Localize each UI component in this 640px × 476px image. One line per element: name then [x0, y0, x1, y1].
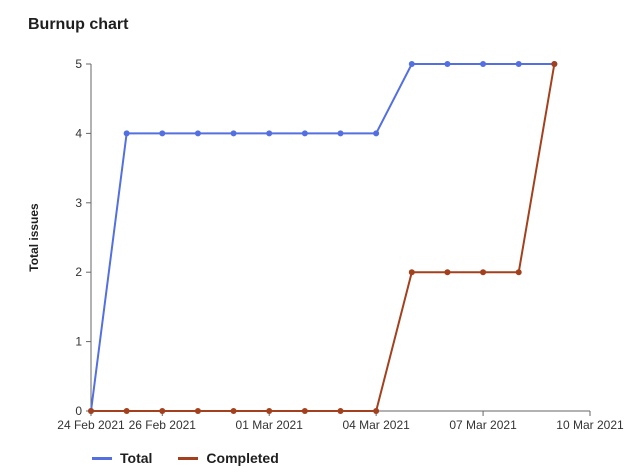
data-point-completed: [444, 269, 451, 276]
data-point-total: [337, 130, 344, 137]
series-line-completed: [91, 63, 556, 412]
data-point-completed: [337, 408, 344, 414]
chart-axes: 0 1 2 3 4 5 24 Feb 2021 26 Feb 2021 01 Mar 2021 0…: [27, 57, 624, 432]
data-point-completed: [123, 408, 130, 414]
data-point-total: [123, 130, 130, 137]
y-axis-label: Total issues: [27, 203, 41, 272]
x-tick-label: 24 Feb 2021: [57, 418, 125, 432]
data-point-total: [480, 61, 487, 67]
legend-label-total: Total: [120, 450, 153, 466]
legend-item-completed[interactable]: Completed: [178, 450, 279, 466]
data-point-completed: [515, 269, 522, 276]
legend-item-total[interactable]: Total: [92, 450, 152, 466]
data-point-total: [230, 130, 237, 137]
data-point-completed: [88, 408, 94, 414]
legend-swatch-total: [92, 456, 112, 460]
x-tick-label: 04 Mar 2021: [342, 418, 410, 432]
data-point-completed: [194, 408, 201, 414]
data-point-total: [266, 130, 273, 137]
data-point-completed: [373, 408, 380, 414]
data-point-total: [159, 130, 166, 137]
data-point-total: [194, 130, 201, 137]
x-tick-label: 07 Mar 2021: [449, 418, 517, 432]
data-point-completed: [480, 269, 487, 276]
y-tick-label: 2: [75, 265, 82, 279]
data-point-total: [408, 61, 415, 67]
y-tick-label: 1: [75, 335, 82, 349]
data-point-completed: [266, 408, 273, 414]
legend-label-completed: Completed: [206, 450, 279, 466]
chart-series: [88, 61, 558, 414]
data-point-total: [373, 130, 380, 137]
data-point-completed: [301, 408, 308, 414]
chart-title: Burnup chart: [28, 16, 129, 33]
y-tick-label: 3: [75, 196, 82, 210]
data-point-completed: [408, 269, 415, 276]
legend-swatch-completed: [178, 456, 199, 460]
y-tick-label: 0: [75, 404, 82, 418]
data-point-completed: [551, 61, 558, 67]
y-tick-label: 4: [75, 126, 82, 140]
x-tick-label: 01 Mar 2021: [236, 418, 304, 432]
y-tick-label: 5: [75, 57, 82, 71]
x-tick-label: 10 Mar 2021: [556, 418, 624, 432]
data-point-total: [515, 61, 522, 67]
series-line-total: [90, 63, 555, 412]
data-point-total: [301, 130, 308, 137]
data-point-completed: [159, 408, 166, 414]
chart-legend: Total Completed: [92, 450, 305, 466]
data-point-total: [444, 61, 451, 67]
data-point-completed: [230, 408, 237, 414]
x-tick-label: 26 Feb 2021: [129, 418, 197, 432]
